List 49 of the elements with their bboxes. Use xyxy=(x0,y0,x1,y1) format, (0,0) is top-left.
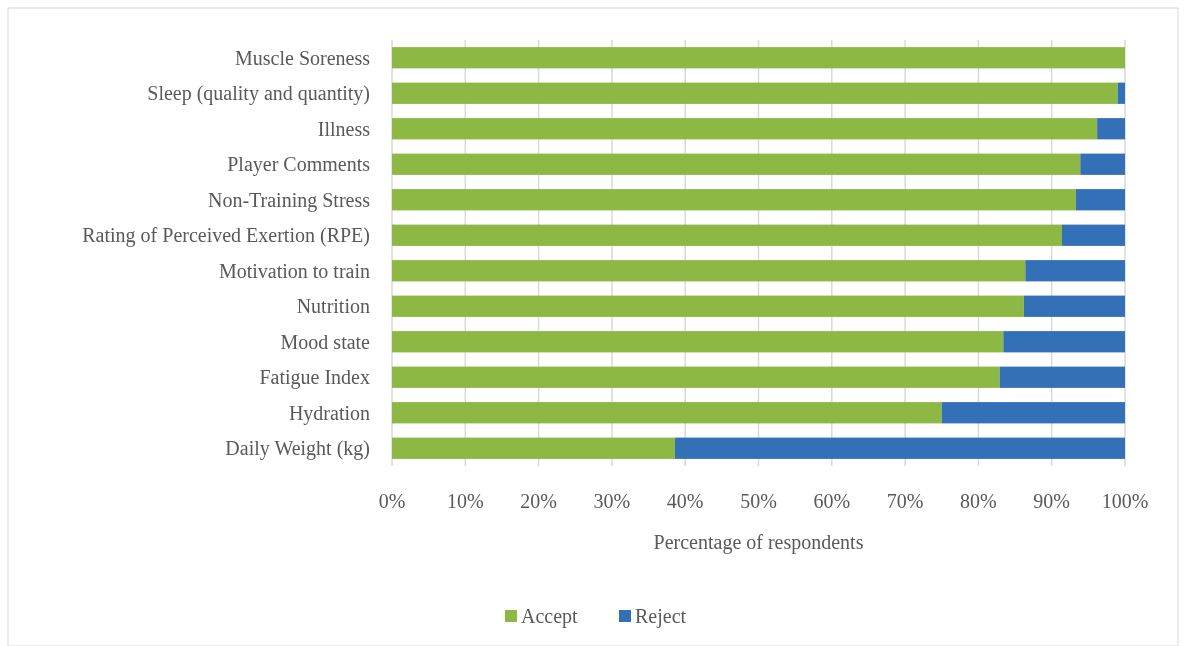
legend-label: Reject xyxy=(635,605,687,628)
y-tick-label: Sleep (quality and quantity) xyxy=(147,82,370,106)
y-tick-label: Illness xyxy=(317,117,371,140)
bar xyxy=(392,47,1125,69)
y-tick-label: Motivation to train xyxy=(218,259,370,282)
y-tick-label: Mood state xyxy=(280,330,371,353)
x-tick-label: 90% xyxy=(1033,490,1071,512)
bar xyxy=(392,295,1024,317)
y-tick-label: Player Comments xyxy=(227,153,371,177)
bar xyxy=(1097,118,1125,140)
bar xyxy=(674,437,1125,459)
x-tick-label: 60% xyxy=(813,490,851,512)
bar xyxy=(1023,295,1125,317)
x-axis-title: Percentage of respondents xyxy=(653,531,864,554)
x-tick-label: 10% xyxy=(446,490,484,512)
bar xyxy=(999,366,1125,388)
y-tick-label: Hydration xyxy=(288,401,370,425)
y-tick-label: Muscle Soreness xyxy=(235,46,371,69)
bar xyxy=(1003,331,1125,353)
bar xyxy=(392,153,1081,175)
bar xyxy=(1025,260,1125,282)
x-tick-label: 20% xyxy=(520,490,557,512)
y-tick-label: Rating of Perceived Exertion (RPE) xyxy=(82,224,370,248)
x-tick-label: 50% xyxy=(740,490,777,512)
bar xyxy=(392,402,942,424)
y-tick-label: Non-Training Stress xyxy=(207,188,371,212)
y-tick-label: Fatigue Index xyxy=(259,366,370,390)
legend-label: Accept xyxy=(521,605,579,628)
bar xyxy=(941,402,1125,424)
bar xyxy=(1061,224,1125,246)
bar xyxy=(392,437,675,459)
bar xyxy=(392,260,1026,282)
x-tick-label: 30% xyxy=(593,490,631,512)
bar xyxy=(392,224,1062,246)
bar xyxy=(392,366,1000,388)
bar xyxy=(392,118,1098,140)
x-tick-label: 100% xyxy=(1101,490,1149,512)
x-tick-label: 40% xyxy=(666,490,704,512)
bar xyxy=(1117,82,1125,104)
x-tick-label: 80% xyxy=(960,490,997,512)
x-tick-label: 0% xyxy=(378,490,406,512)
x-tick-label: 70% xyxy=(886,490,924,512)
bar xyxy=(392,82,1118,104)
y-tick-label: Nutrition xyxy=(296,295,370,318)
bar xyxy=(1075,189,1125,211)
bar xyxy=(392,189,1076,211)
bar xyxy=(392,331,1004,353)
y-tick-label: Daily Weight (kg) xyxy=(225,437,370,461)
bar xyxy=(1080,153,1125,175)
